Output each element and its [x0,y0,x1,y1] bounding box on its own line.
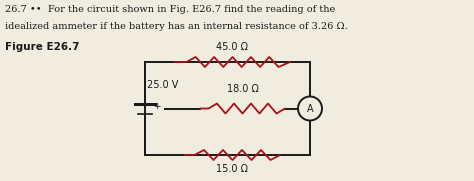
Text: 45.0 Ω: 45.0 Ω [217,42,248,52]
Text: 15.0 Ω: 15.0 Ω [217,164,248,174]
Text: 26.7 ••  For the circuit shown in Fig. E26.7 find the reading of the: 26.7 •• For the circuit shown in Fig. E2… [5,5,335,14]
Text: A: A [307,104,313,113]
Text: 18.0 Ω: 18.0 Ω [227,85,258,94]
Text: Figure E26.7: Figure E26.7 [5,42,80,52]
Text: idealized ammeter if the battery has an internal resistance of 3.26 Ω.: idealized ammeter if the battery has an … [5,22,348,31]
Text: 25.0 V: 25.0 V [147,81,178,90]
Circle shape [298,96,322,121]
Text: +: + [153,102,161,111]
